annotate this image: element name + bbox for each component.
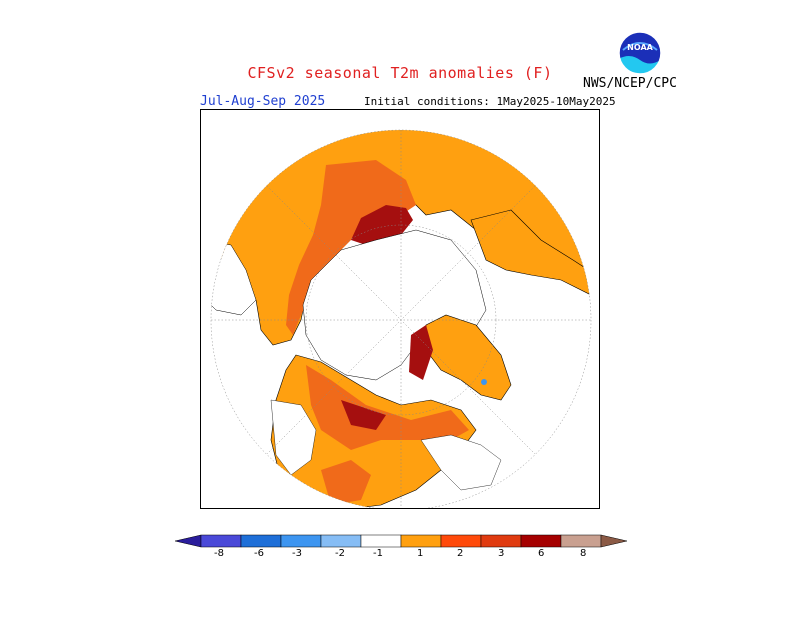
tick-label: 1 [417, 548, 424, 559]
tick-label: -1 [373, 548, 383, 559]
eurasia-anomaly-region [220, 130, 591, 346]
tick-label: -6 [254, 548, 264, 559]
tick-label: 8 [580, 548, 587, 559]
colorbar-cell [200, 534, 242, 548]
agency-label: NWS/NCEP/CPC [583, 76, 677, 91]
logo-text: NOAA [627, 43, 653, 52]
negative-anomaly-spot [481, 379, 487, 385]
colorbar-right-arrow [600, 534, 628, 548]
colorbar-cell [320, 534, 362, 548]
colorbar-cell [560, 534, 602, 548]
colorbar [174, 532, 628, 554]
tick-label: -3 [292, 548, 302, 559]
polar-map [200, 109, 600, 509]
chart-title: CFSv2 seasonal T2m anomalies (F) [247, 64, 553, 82]
tick-label: -8 [214, 548, 224, 559]
colorbar-left-arrow [174, 534, 202, 548]
greenland-hot-edge [409, 325, 433, 380]
tick-label: 6 [538, 548, 545, 559]
east-asia-anomaly [470, 209, 591, 296]
greenland-anomaly [425, 314, 512, 401]
colorbar-cell [440, 534, 482, 548]
noaa-logo-icon: NOAA [617, 30, 663, 80]
north-america-warm-band [306, 365, 469, 450]
initial-conditions-label: Initial conditions: 1May2025-10May2025 [364, 95, 616, 108]
tick-label: 2 [457, 548, 464, 559]
tick-label: 3 [498, 548, 505, 559]
colorbar-cell [480, 534, 522, 548]
colorbar-cell [520, 534, 562, 548]
eurasia-warm-band [286, 160, 416, 335]
tick-label: -2 [335, 548, 345, 559]
southwest-warm [321, 460, 371, 505]
colorbar-cell [400, 534, 442, 548]
canada-white-interior [420, 434, 502, 491]
alaska-hot-spot [341, 400, 386, 430]
season-label: Jul-Aug-Sep 2025 [200, 94, 326, 109]
colorbar-cell [280, 534, 322, 548]
pacific-white [270, 399, 317, 476]
colorbar-cell [360, 534, 402, 548]
colorbar-cell [240, 534, 282, 548]
